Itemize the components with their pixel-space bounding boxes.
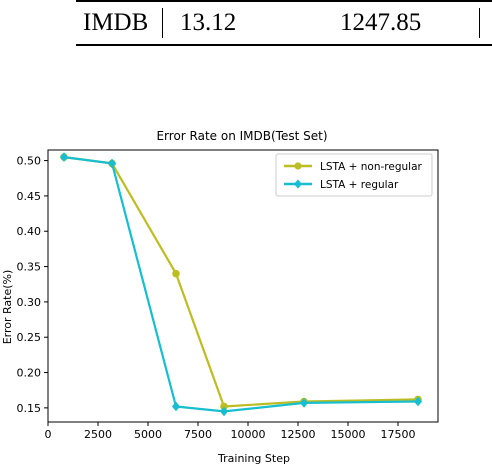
y-tick-label: 0.35: [17, 261, 42, 274]
series-line-1: [63, 156, 419, 413]
table-top-rule: [76, 0, 492, 2]
y-tick-label: 0.45: [17, 190, 42, 203]
y-tick-label: 0.25: [17, 331, 42, 344]
y-tick-label: 0.40: [17, 225, 42, 238]
line-chart: Error Rate on IMDB(Test Set) 0.15 0.20 0.2…: [1, 129, 439, 464]
x-tick-label: 12500: [281, 428, 316, 441]
table-fragment: IMDB 13.12 1247.85: [0, 0, 492, 60]
data-point-marker: [172, 269, 180, 278]
plot-series: [59, 152, 423, 417]
table-column-divider: [162, 8, 164, 38]
y-axis-ticks: 0.15 0.20 0.25 0.30 0.35 0.40 0.45 0.50: [17, 155, 48, 415]
data-point-marker: [220, 402, 228, 411]
data-point-marker: [59, 152, 69, 162]
table-cell-value-2: 1247.85: [340, 9, 422, 36]
x-tick-label: 5000: [134, 428, 162, 441]
data-point-marker: [413, 396, 423, 407]
plot-area-frame: [47, 149, 439, 423]
y-tick-label: 0.30: [17, 296, 42, 309]
y-axis-label: Error Rate(%): [1, 270, 14, 345]
x-tick-label: 7500: [184, 428, 212, 441]
table-cell-value-1: 13.12: [180, 9, 237, 36]
legend: LSTA + non-regular LSTA + regular: [275, 153, 433, 197]
table-cell-dataset: IMDB: [83, 9, 149, 36]
x-tick-label: 17500: [381, 428, 416, 441]
x-tick-label: 2500: [84, 428, 112, 441]
table-bottom-rule: [76, 44, 492, 46]
y-tick-label: 0.20: [17, 367, 42, 380]
y-tick-label: 0.15: [17, 402, 42, 415]
legend-box: [275, 153, 433, 197]
x-tick-label: 15000: [331, 428, 366, 441]
x-axis-label: Training Step: [217, 452, 290, 464]
data-point-marker: [171, 401, 181, 412]
legend-label: LSTA + regular: [320, 179, 399, 191]
chart-title: Error Rate on IMDB(Test Set): [156, 129, 327, 143]
table-column-divider: [479, 8, 481, 38]
legend-label: LSTA + non-regular: [320, 161, 423, 173]
data-point-marker: [299, 398, 309, 408]
x-axis-ticks: 0 2500 5000 7500 10000 12500 15000 17500: [45, 422, 416, 441]
x-tick-label: 0: [45, 428, 52, 441]
legend-swatch-marker: [294, 179, 302, 189]
data-point-marker: [219, 406, 229, 417]
y-tick-label: 0.50: [17, 155, 42, 168]
legend-swatch-marker: [294, 162, 302, 170]
x-tick-label: 10000: [231, 428, 266, 441]
